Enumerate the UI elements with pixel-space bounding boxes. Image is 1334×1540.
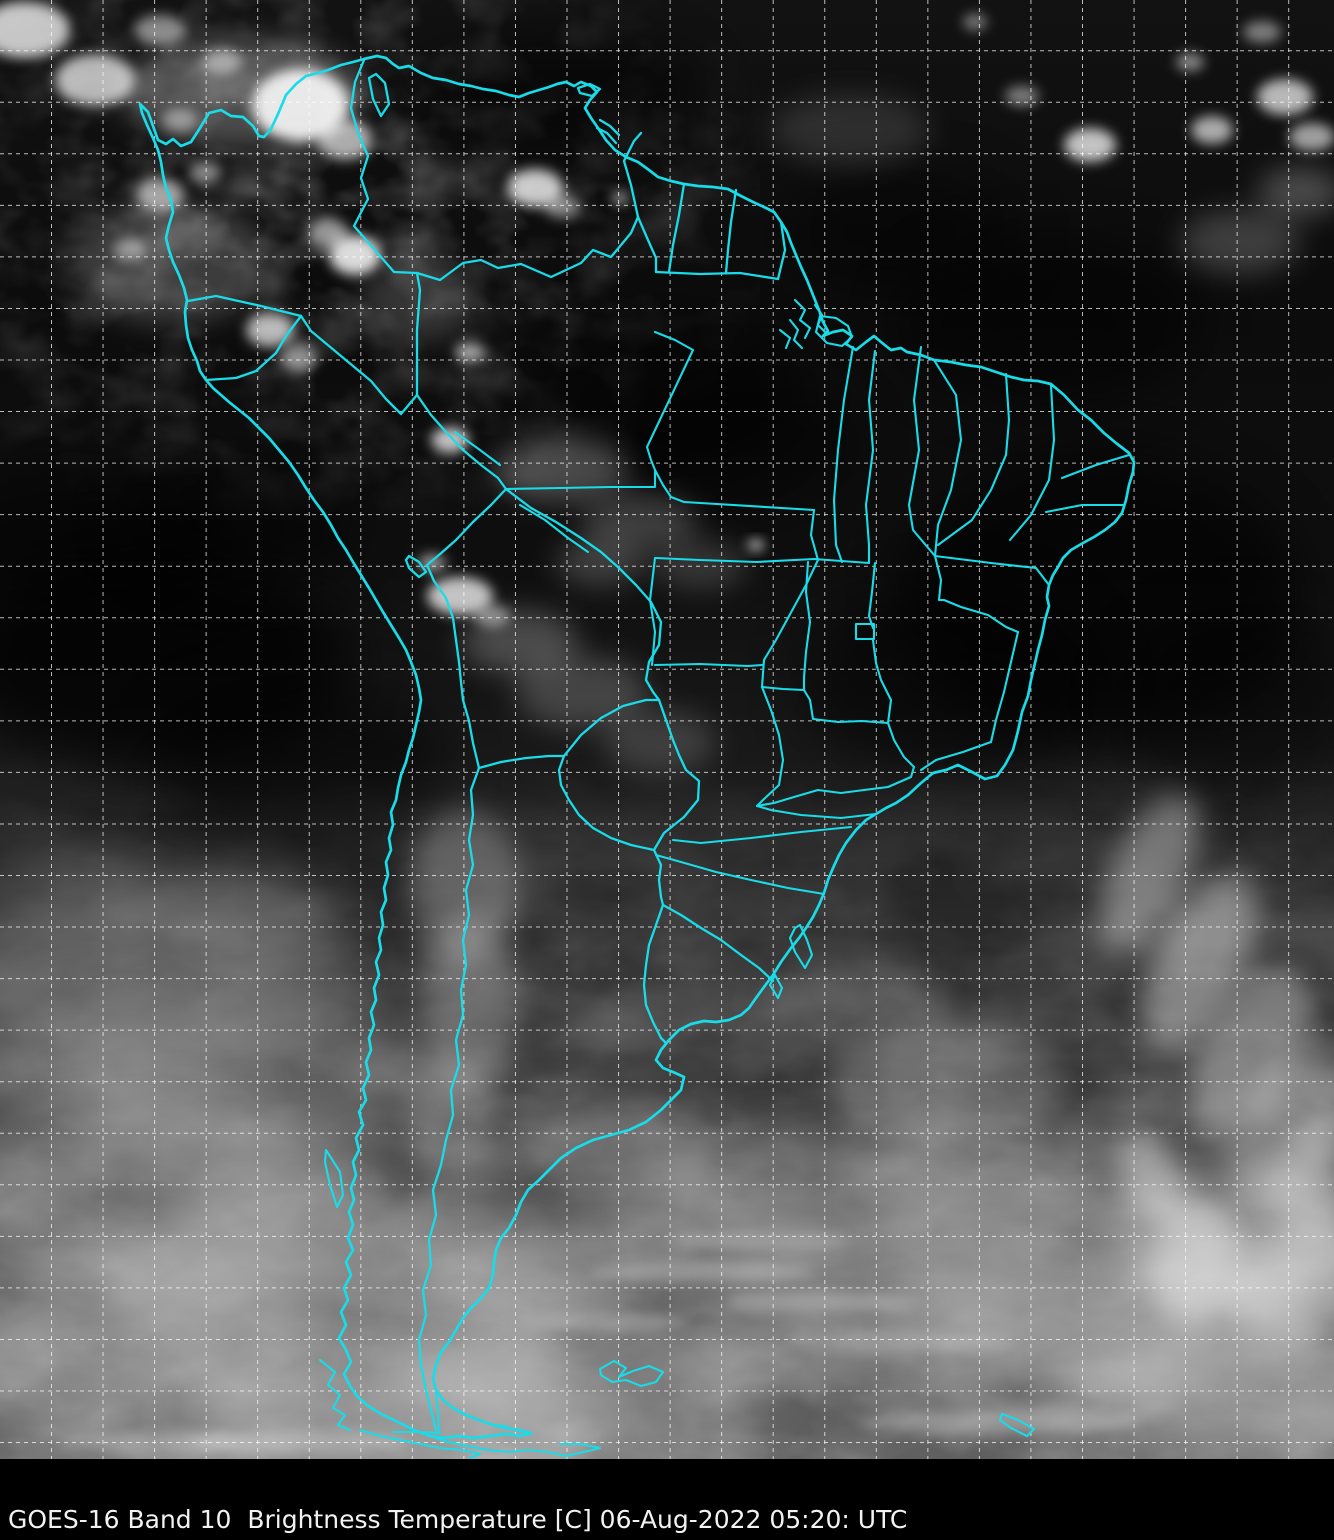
satellite-map-canvas (0, 0, 1334, 1459)
mid-cloud-layer (70, 37, 1334, 1348)
cirrus-streak-layer (60, 1232, 1140, 1452)
lat-lon-graticule (0, 0, 1334, 1459)
country-state-borders (138, 54, 1136, 1459)
stratus-cloud-layer (0, 865, 1334, 1459)
caption-bar: GOES-16 Band 10 Brightness Temperature [… (0, 1459, 1334, 1540)
dark-airmass-layer (0, 34, 1334, 840)
caption-text: GOES-16 Band 10 Brightness Temperature [… (8, 1505, 908, 1534)
